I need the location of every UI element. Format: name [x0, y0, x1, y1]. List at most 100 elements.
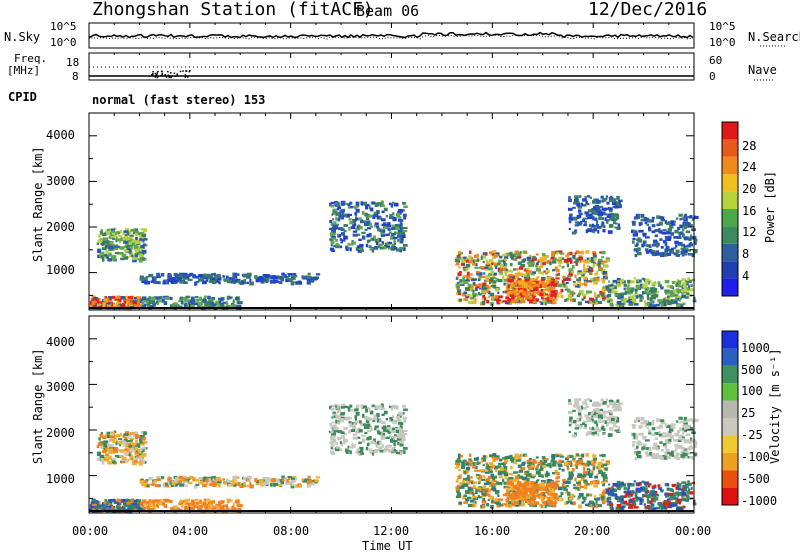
- velocity-echo-cell: [215, 482, 219, 486]
- velocity-echo-cell: [182, 475, 188, 478]
- velocity-echo-cell: [116, 505, 120, 508]
- velocity-echo-cell: [665, 448, 670, 453]
- velocity-echo-cell: [592, 502, 596, 507]
- power-echo-cell: [548, 288, 552, 291]
- velocity-echo-cell: [116, 433, 119, 438]
- velocity-echo-cell: [681, 450, 686, 454]
- power-echo-cell: [139, 277, 145, 281]
- power-echo-cell: [460, 251, 463, 255]
- velocity-echo-cell: [227, 483, 232, 486]
- power-echo-cell: [586, 257, 590, 262]
- power-echo-cell: [642, 284, 645, 288]
- velocity-echo-cell: [142, 480, 147, 483]
- power-echo-cell: [600, 224, 605, 228]
- velocity-echo-cell: [567, 491, 571, 496]
- power-echo-cell: [134, 247, 137, 250]
- velocity-echo-cell: [669, 453, 674, 457]
- velocity-echo-cell: [157, 477, 160, 481]
- velocity-echo-cell: [246, 475, 252, 480]
- power-echo-cell: [109, 231, 113, 235]
- power-echo-cell: [557, 258, 562, 262]
- velocity-echo-cell: [593, 412, 597, 416]
- power-echo-cell: [515, 256, 521, 259]
- power-echo-cell: [666, 222, 671, 226]
- power-echo-cell: [132, 258, 137, 263]
- power-echo-cell: [527, 298, 530, 301]
- velocity-echo-cell: [340, 444, 343, 447]
- power-echo-cell: [631, 240, 635, 244]
- power-echo-cell: [533, 292, 537, 297]
- power-echo-cell: [601, 221, 605, 225]
- power-echo-cell: [391, 243, 396, 247]
- power-echo-cell: [550, 290, 555, 294]
- power-echo-cell: [114, 231, 117, 236]
- velocity-echo-cell: [237, 504, 243, 508]
- power-echo-cell: [330, 232, 335, 237]
- velocity-echo-cell: [385, 448, 391, 451]
- velocity-echo-cell: [617, 500, 622, 503]
- velocity-echo-cell: [164, 499, 170, 503]
- velocity-echo-cell: [390, 418, 393, 422]
- power-echo-cell: [186, 299, 189, 302]
- velocity-echo-cell: [402, 450, 406, 454]
- power-echo-cell: [515, 272, 519, 277]
- velocity-echo-cell: [557, 461, 562, 465]
- velocity-echo-cell: [513, 496, 516, 500]
- velocity-echo-cell: [550, 484, 555, 489]
- velocity-echo-cell: [693, 453, 697, 457]
- power-echo-cell: [685, 230, 691, 234]
- velocity-echo-cell: [524, 488, 527, 492]
- velocity-echo-cell: [132, 434, 136, 438]
- power-echo-cell: [609, 209, 613, 213]
- power-echo-cell: [107, 258, 113, 262]
- velocity-echo-cell: [226, 506, 229, 509]
- power-echo-cell: [652, 282, 657, 286]
- velocity-echo-cell: [579, 485, 584, 489]
- power-echo-cell: [195, 298, 199, 302]
- power-echo-cell: [623, 297, 628, 302]
- velocity-echo-cell: [651, 453, 656, 456]
- power-echo-cell: [391, 216, 396, 219]
- power-echo-cell: [195, 275, 199, 279]
- power-echo-cell: [544, 272, 549, 275]
- power-echo-cell: [579, 259, 582, 263]
- power-echo-cell: [626, 287, 632, 292]
- power-echo-cell: [393, 239, 396, 243]
- power-echo-cell: [219, 297, 224, 302]
- velocity-echo-cell: [635, 435, 639, 440]
- velocity-echo-cell: [455, 495, 459, 498]
- velocity-echo-cell: [132, 503, 137, 506]
- power-echo-cell: [333, 224, 338, 228]
- velocity-echo-cell: [396, 451, 401, 454]
- power-echo-cell: [527, 295, 531, 299]
- power-echo-cell: [477, 274, 480, 277]
- velocity-echo-cell: [349, 423, 355, 428]
- power-echo-cell: [534, 288, 539, 291]
- power-echo-cell: [520, 263, 526, 268]
- power-echo-cell: [377, 202, 383, 205]
- velocity-echo-cell: [483, 482, 489, 486]
- velocity-echo-cell: [177, 508, 183, 512]
- velocity-echo-cell: [584, 414, 590, 418]
- power-echo-cell: [637, 238, 642, 241]
- velocity-echo-cell: [291, 484, 295, 487]
- power-echo-cell: [506, 286, 510, 291]
- power-echo-cell: [117, 245, 121, 249]
- velocity-echo-cell: [383, 410, 388, 415]
- velocity-echo-cell: [91, 505, 96, 509]
- power-echo-cell: [685, 280, 690, 283]
- power-echo-cell: [395, 226, 399, 231]
- power-echo-cell: [614, 226, 620, 229]
- velocity-echo-cell: [673, 455, 678, 459]
- power-echo-cell: [369, 223, 372, 227]
- power-echo-cell: [97, 239, 103, 243]
- power-echo-cell: [579, 282, 584, 286]
- power-echo-cell: [608, 293, 612, 298]
- velocity-echo-cell: [344, 417, 347, 420]
- velocity-echo-cell: [331, 440, 336, 443]
- velocity-echo-cell: [574, 455, 577, 458]
- velocity-echo-cell: [675, 499, 679, 502]
- velocity-echo-cell: [535, 470, 541, 475]
- power-echo-cell: [606, 285, 610, 290]
- power-echo-cell: [528, 297, 532, 300]
